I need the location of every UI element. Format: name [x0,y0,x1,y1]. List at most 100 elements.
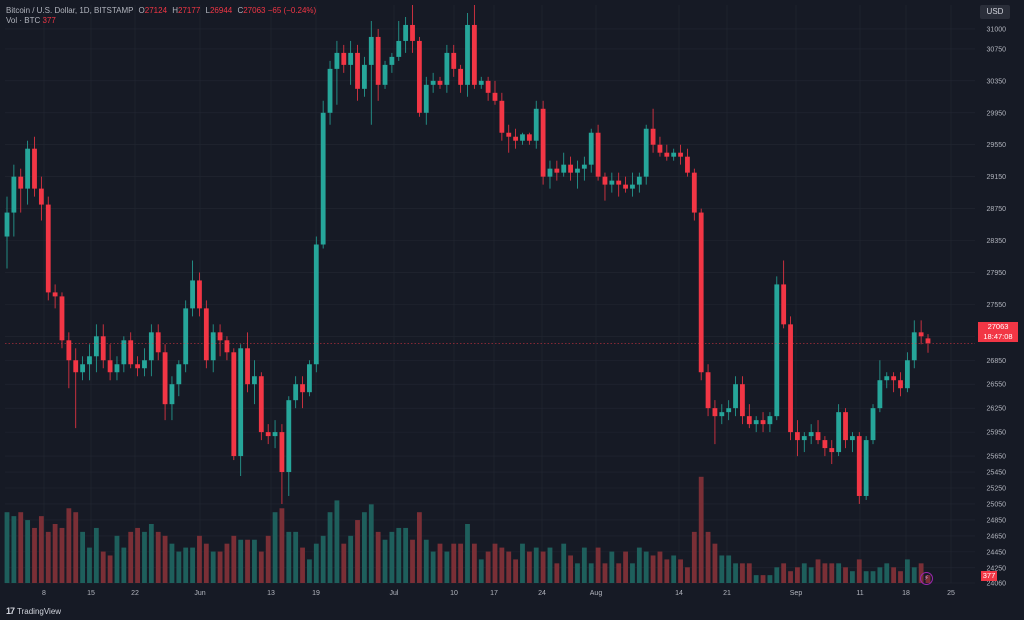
volume-bar [822,563,828,583]
price-tick-label: 29950 [987,110,1007,117]
volume-bar [148,524,154,583]
volume-bar [801,563,807,583]
time-tick-label: 14 [675,590,683,597]
volume-bar [38,516,44,583]
candle-body [712,408,718,417]
candle-body [183,308,189,365]
candle-body [829,448,835,453]
close-value: 27063 [243,6,266,15]
volume-value: 377 [42,16,56,25]
chart-legend: Bitcoin / U.S. Dollar, 1D, BITSTAMP O271… [6,6,316,26]
volume-bar [526,551,532,583]
time-tick-label: 13 [267,590,275,597]
candle-body [609,180,615,185]
candle-body [526,134,532,141]
candle-body [348,52,354,65]
candle-body [128,340,134,365]
candle-body [375,36,381,85]
volume-bar [437,543,443,583]
candle-body [18,176,24,189]
volume-label[interactable]: Vol · BTC [6,16,41,25]
volume-bar [733,563,738,583]
volume-bar [52,524,58,583]
candle-body [733,384,738,409]
volume-bar [726,555,732,583]
candle-body [616,180,622,185]
candle-body [918,332,924,337]
volume-bar [753,575,759,583]
price-tick-label: 24850 [987,517,1007,524]
volume-bar [245,539,250,583]
volume-bar [492,543,498,583]
volume-bar [685,567,690,583]
candle-body [788,324,793,433]
volume-bar [795,567,800,583]
volume-bar [416,512,422,583]
candle-body [471,24,477,85]
volume-bar [891,567,897,583]
volume-bar [348,535,354,583]
candle-body [726,408,732,413]
volume-bar [66,508,72,583]
volume-bar [650,555,656,583]
volume-bar [788,571,793,583]
candle-body [760,420,766,425]
volume-bar [740,563,745,583]
volume-bar [561,543,567,583]
candle-body [217,332,223,341]
volume-bar [300,547,305,583]
price-tick-label: 31000 [987,26,1007,33]
price-tick-label: 27550 [987,302,1007,309]
tradingview-logo[interactable]: 17 TradingView [6,606,61,616]
volume-bar [588,563,594,583]
candle-body [169,384,175,405]
volume-bar [80,531,86,583]
candle-body [636,176,642,185]
candle-body [286,400,292,473]
candle-body [458,68,464,85]
time-tick-label: 10 [450,590,458,597]
volume-bar [781,563,787,583]
volume-bar [554,563,560,583]
symbol-title[interactable]: Bitcoin / U.S. Dollar, 1D, BITSTAMP [6,6,134,15]
volume-bar [664,559,670,583]
close-key: C [237,6,244,15]
price-tick-label: 24250 [987,565,1007,572]
volume-bar [59,527,65,583]
candle-body [80,364,86,373]
time-tick-label: 17 [490,590,498,597]
volume-bar [904,559,910,583]
candle-body [416,40,422,113]
volume-bar [238,539,244,583]
time-tick-label: 19 [312,590,320,597]
volume-bar [18,512,24,583]
currency-button[interactable]: USD [980,5,1010,19]
volume-bar [32,527,37,583]
volume-bar [465,524,470,583]
flash-icon[interactable]: ⚡ [920,572,933,585]
volume-bar [884,563,890,583]
volume-bar [643,551,649,583]
open-key: O [138,6,145,15]
candle-body [547,168,553,177]
volume-bar [471,543,477,583]
candle-body [691,172,697,213]
time-tick-label: Jun [194,590,205,597]
candle-body [904,360,910,389]
candle-body [25,148,31,189]
price-tag-value: 27063 [987,322,1009,331]
volume-bar [231,535,237,583]
high-key: H [172,6,179,15]
volume-bar [485,551,491,583]
price-tick-label: 26250 [987,406,1007,413]
candle-body [685,156,690,173]
candle-body [93,336,99,357]
volume-bar [602,563,608,583]
volume-bar [698,476,704,583]
volume-bar [451,543,457,583]
candle-body [176,364,182,385]
volume-bar [313,543,319,583]
volume-bar [265,535,271,583]
candle-body [245,348,250,385]
